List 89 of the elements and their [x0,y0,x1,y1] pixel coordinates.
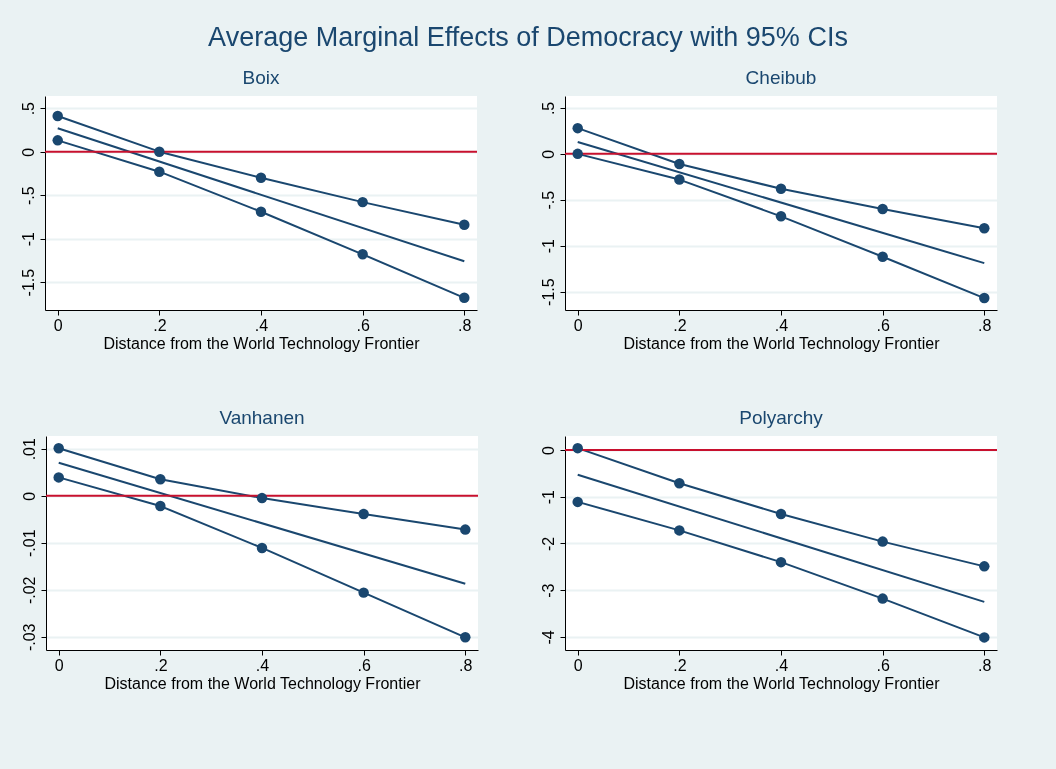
x-tick-label: .8 [978,656,992,674]
y-tick-label: .01 [20,437,38,461]
point [979,561,990,572]
point [775,508,787,520]
x-axis-title: Distance from the World Technology Frontier [623,674,941,692]
y-tick-label: -.5 [19,186,37,206]
point [877,203,888,215]
x-tick-label: .6 [356,316,370,334]
point [877,593,888,604]
point [460,632,471,643]
y-tick-label: -3 [539,583,557,598]
point [53,442,64,454]
point [775,556,787,568]
y-tick-label: -1.5 [539,278,557,306]
point [154,166,165,177]
point [572,442,583,454]
y-tick-label: -4 [539,630,557,645]
point [459,292,470,304]
x-axis-title: Distance from the World Technology Frontier [103,334,421,352]
point [255,172,267,184]
x-tick-label: .2 [153,316,167,334]
point [52,135,63,146]
text: Average Marginal Effects of Democracy with 95% CIs [207,21,849,54]
y-tick-label: -.01 [20,529,38,558]
y-tick-label: -1.5 [19,268,37,297]
y-tick-label: 0 [539,445,557,455]
x-axis-title: Distance from the World Technology Frontier [104,674,422,692]
x-tick-label: .2 [673,316,687,334]
point [877,251,888,262]
point [674,477,685,489]
point [775,211,787,222]
point [572,122,583,134]
x-tick-label: .8 [978,316,992,334]
point [674,525,685,536]
x-tick-label: .6 [876,316,890,334]
x-tick-label: .4 [254,316,269,334]
x-tick-label: .2 [673,656,687,674]
x-tick-label: 0 [54,656,64,674]
y-tick-label: .5 [19,101,37,116]
chart-title: Vanhanen [219,407,305,428]
point [979,292,990,304]
point [256,492,268,504]
x-tick-label: .6 [357,656,371,674]
x-tick-label: .2 [154,656,168,674]
point [155,474,166,485]
y-tick-label: -.5 [539,190,557,210]
x-tick-label: .8 [459,656,473,674]
point [979,223,990,234]
point [155,500,166,512]
x-tick-label: .4 [255,656,270,674]
x-tick-label: 0 [573,656,583,674]
point [775,183,787,194]
y-tick-label: -1 [539,490,557,505]
point [358,587,369,598]
point [460,524,471,535]
chart-title: Boix [242,67,280,88]
point [255,206,267,217]
x-tick-label: .4 [774,656,789,674]
point [877,536,888,547]
x-tick-label: 0 [53,316,63,334]
y-tick-label: -1 [539,239,557,254]
y-tick-label: 0 [539,149,557,159]
x-tick-label: .8 [458,316,472,334]
point [459,219,470,230]
y-tick-label: -2 [539,536,557,552]
point [979,632,990,643]
point [357,249,368,260]
point [357,196,368,208]
y-tick-label: -.02 [20,576,38,605]
chart-title: Polyarchy [739,407,824,428]
y-tick-label: .5 [539,101,557,116]
y-tick-label: -.03 [20,623,38,652]
x-axis-title: Distance from the World Technology Frontier [623,334,941,352]
y-tick-label: -1 [19,231,37,247]
point [358,508,369,520]
point [53,472,64,483]
y-tick-label: 0 [20,491,38,501]
x-tick-label: .4 [774,316,789,334]
point [52,110,63,122]
point [572,148,583,160]
x-tick-label: .6 [876,656,890,674]
chart-title: Cheibub [745,67,817,88]
point [674,158,685,170]
point [154,146,165,157]
point [256,542,268,554]
x-tick-label: 0 [573,316,583,334]
y-tick-label: 0 [19,147,37,157]
point [572,496,583,508]
point [674,174,685,185]
